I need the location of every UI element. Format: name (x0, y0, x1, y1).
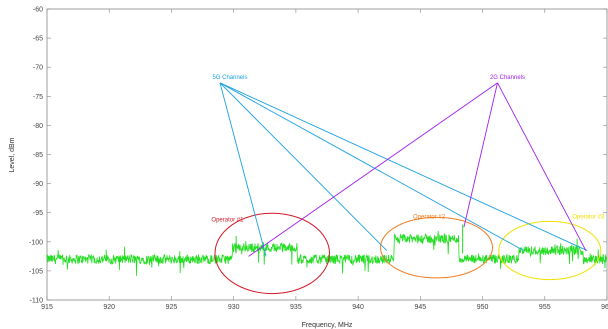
operator-region-label: Operator #1 (211, 217, 244, 223)
annotation-leader-line (219, 82, 267, 257)
plot-frame (46, 8, 608, 301)
annotation-leader-line (219, 82, 524, 251)
x-tick-label: 950 (477, 304, 489, 311)
y-axis-label: Level, dBm (9, 137, 16, 172)
x-tick-label: 920 (103, 304, 115, 311)
y-tick-label: -80 (33, 123, 43, 130)
annotation-leader-line (219, 82, 588, 251)
y-axis-ticks: -60 -65 -70 -75 -80 -85 -90 -95 -100 -105 -110 (29, 7, 607, 305)
x-axis-label: Frequency, MHz (302, 322, 353, 329)
x-tick-label: 930 (228, 304, 240, 311)
annotation-leader-line (248, 82, 498, 257)
y-tick-label: -95 (33, 210, 43, 217)
x-tick-label: 945 (414, 304, 426, 311)
operator-region-label: Operator #3 (572, 215, 605, 221)
y-tick-label: -110 (30, 298, 44, 305)
y-tick-label: -75 (33, 94, 43, 101)
channel-annotations: 5G Channels 2G Channels (212, 75, 588, 257)
x-tick-label: 915 (41, 304, 53, 311)
annotation-leader-line (219, 82, 388, 251)
x-tick-label: 925 (166, 304, 178, 311)
operator-region-ellipse (498, 220, 602, 281)
annotation-leader-line (497, 82, 587, 251)
x-tick-label: 955 (539, 304, 551, 311)
operator-region-ellipse (214, 212, 330, 295)
y-tick-label: -60 (33, 7, 43, 14)
y-tick-label: -100 (29, 239, 43, 246)
operator-region-ellipse (380, 216, 494, 279)
y-tick-label: -90 (33, 181, 43, 188)
x-axis-ticks: 915 920 925 930 935 940 945 950 955 960 (41, 9, 608, 311)
y-tick-label: -65 (33, 36, 43, 43)
y-tick-label: -70 (33, 65, 43, 72)
y-tick-label: -85 (33, 152, 43, 159)
operator-regions: Operator #1 Operator #2 Operator #3 (211, 212, 605, 295)
x-tick-label: 935 (290, 304, 302, 311)
operator-region-label: Operator #2 (413, 215, 446, 221)
x-tick-label: 960 (601, 304, 608, 311)
annotation-label: 2G Channels (490, 75, 525, 81)
spectrum-trace (46, 230, 607, 276)
annotation-label: 5G Channels (212, 75, 247, 81)
y-tick-label: -105 (29, 268, 43, 275)
x-tick-label: 940 (352, 304, 364, 311)
annotation-leader-line (463, 82, 498, 228)
